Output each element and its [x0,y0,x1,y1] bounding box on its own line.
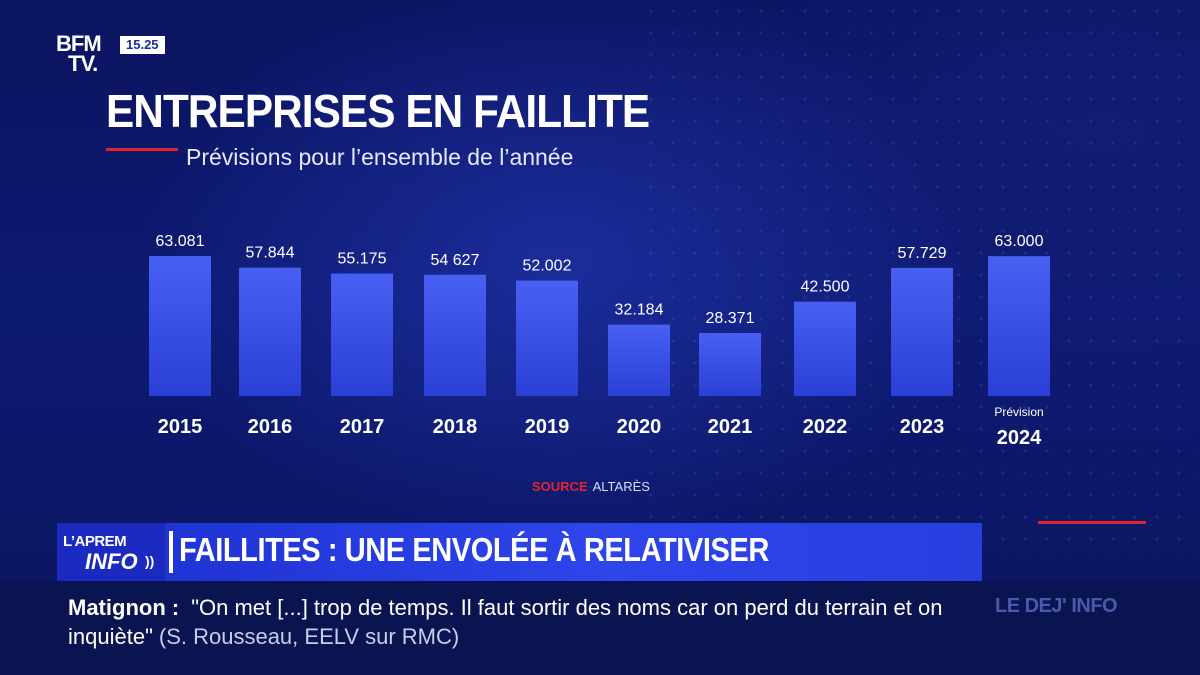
next-program-label: LE DEJ' INFO [995,595,1118,617]
category-label-2021: 2021 [708,416,753,438]
value-label-2021: 28.371 [706,310,755,327]
bar-2022 [794,301,856,396]
category-label-2024: 2024 [997,427,1042,449]
value-label-2022: 42.500 [801,279,850,296]
category-label-2019: 2019 [525,416,570,438]
program-logo: L’APREM INFO )) [57,523,165,581]
title-accent-rule [106,148,178,151]
category-label-2018: 2018 [433,416,478,438]
value-label-2015: 63.081 [156,233,205,250]
clock-badge: 15.25 [120,36,165,54]
value-label-2018: 54 627 [431,252,480,269]
category-label-2020: 2020 [617,416,662,438]
headline: FAILLITES : UNE ENVOLÉE À RELATIVISER [179,531,769,568]
broadcast-icon: )) [145,553,155,569]
bar-2020 [608,324,670,396]
category-label-2023: 2023 [900,416,945,438]
value-label-2024: 63.000 [995,233,1044,250]
bar-2021 [699,333,761,396]
source-line: SOURCE ALTARÈS [532,479,650,494]
value-label-2019: 52.002 [523,258,572,275]
chart-subtitle: Prévisions pour l’ensemble de l’année [186,144,574,170]
headline-banner: L’APREM INFO )) FAILLITES : UNE ENVOLÉE … [57,523,982,581]
bar-2024 [988,256,1050,396]
category-label-2015: 2015 [158,416,203,438]
accent-rule [1038,521,1146,524]
ticker-attribution: (S. Rousseau, EELV sur RMC) [158,624,460,649]
bar-2017 [331,273,393,396]
bar-chart: 63.081 2015 57.844 2016 55.175 2017 54 627 2018… [149,233,1050,449]
banner-separator [169,531,173,573]
news-ticker: Matignon : "On met [...] trop de temps. I… [0,581,1200,675]
source-value: ALTARÈS [592,479,650,494]
ticker-quote: "On met [...] trop de temps. Il faut sor… [68,595,943,649]
category-label-2016: 2016 [248,416,293,438]
value-label-2016: 57.844 [246,245,295,262]
category-label-2022: 2022 [803,416,848,438]
program-logo-line-1: L’APREM [63,533,127,550]
value-label-2017: 55.175 [338,251,387,268]
ticker-speaker: Matignon : [68,595,180,620]
channel-logo: BFM TV. [56,31,102,76]
value-label-2023: 57.729 [898,245,947,262]
bar-2018 [424,274,486,396]
bar-2019 [516,280,578,396]
category-note-2024: Prévision [994,405,1043,419]
program-logo-line-2: INFO [85,549,138,574]
bar-2015 [149,256,211,396]
logo-line-2: TV. [68,51,98,76]
value-label-2020: 32.184 [615,302,664,319]
chart-title: ENTREPRISES EN FAILLITE [106,85,650,137]
bar-2023 [891,267,953,396]
source-label: SOURCE [532,479,588,494]
ticker-text: Matignon : "On met [...] trop de temps. I… [68,593,978,651]
category-label-2017: 2017 [340,416,385,438]
bar-2016 [239,267,301,396]
logo-line-1: BFM [56,31,102,56]
